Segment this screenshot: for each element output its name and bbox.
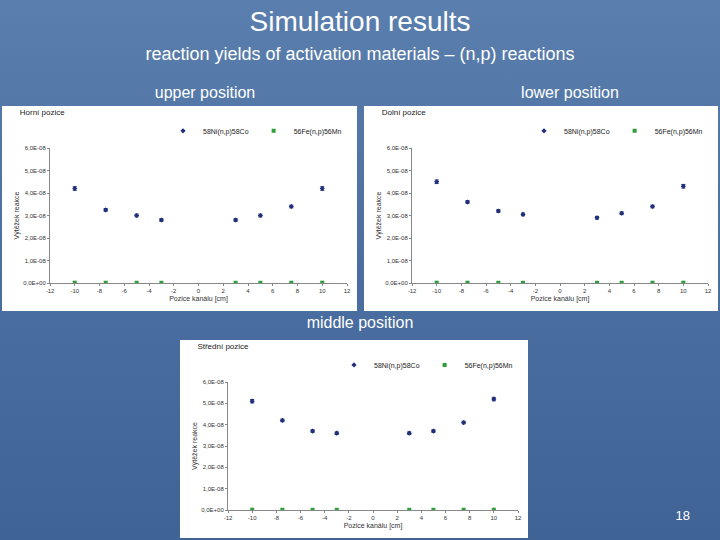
svg-text:56Fe(n,p)56Mn: 56Fe(n,p)56Mn [294, 128, 342, 136]
svg-text:58Ni(n,p)58Co: 58Ni(n,p)58Co [203, 128, 249, 136]
svg-text:2: 2 [583, 288, 587, 294]
svg-text:-6: -6 [298, 515, 304, 521]
svg-text:12: 12 [344, 288, 351, 294]
html-text:upper position: upper position [154, 84, 256, 101]
html-text:lower position: lower position [521, 84, 619, 101]
svg-text:-10: -10 [70, 288, 79, 294]
svg-text:58Ni(n,p)58Co: 58Ni(n,p)58Co [374, 362, 420, 370]
svg-text:4: 4 [420, 515, 424, 521]
html-text:reaction yields of activation: reaction yields of activation materials … [145, 44, 575, 64]
svg-text:6,0E-08: 6,0E-08 [203, 379, 225, 385]
svg-text:Pozice kanálu [cm]: Pozice kanálu [cm] [344, 522, 403, 530]
svg-text:5,0E-08: 5,0E-08 [25, 168, 47, 174]
svg-text:8: 8 [296, 288, 300, 294]
svg-text:-4: -4 [508, 288, 514, 294]
html-text:middle position: middle position [306, 314, 414, 331]
svg-text:10: 10 [490, 515, 497, 521]
svg-text:0: 0 [197, 288, 201, 294]
svg-text:6: 6 [271, 288, 275, 294]
svg-text:-12: -12 [46, 288, 55, 294]
svg-text:-2: -2 [171, 288, 177, 294]
svg-text:0,0E+00: 0,0E+00 [23, 280, 46, 286]
svg-text:4,0E-08: 4,0E-08 [25, 190, 47, 196]
svg-text:3,0E-08: 3,0E-08 [387, 213, 409, 219]
html-text:18: 18 [675, 508, 690, 523]
svg-text:4: 4 [246, 288, 250, 294]
svg-text:2: 2 [222, 288, 226, 294]
svg-text:6,0E-08: 6,0E-08 [25, 145, 47, 151]
svg-text:0: 0 [558, 288, 562, 294]
svg-text:-4: -4 [322, 515, 328, 521]
svg-text:3,0E-08: 3,0E-08 [203, 443, 225, 449]
svg-text:-6: -6 [483, 288, 489, 294]
svg-text:Výtěžek reakce: Výtěžek reakce [191, 422, 199, 470]
svg-text:5,0E-08: 5,0E-08 [203, 400, 225, 406]
svg-text:Dolní pozice: Dolní pozice [382, 108, 427, 117]
svg-text:0,0E+00: 0,0E+00 [201, 507, 224, 513]
svg-text:-12: -12 [408, 288, 417, 294]
svg-text:6,0E-08: 6,0E-08 [387, 145, 409, 151]
svg-text:8: 8 [657, 288, 661, 294]
svg-text:1,0E-08: 1,0E-08 [25, 258, 47, 264]
svg-text:-8: -8 [459, 288, 465, 294]
svg-text:56Fe(n,p)56Mn: 56Fe(n,p)56Mn [465, 362, 513, 370]
svg-text:2,0E-08: 2,0E-08 [387, 235, 409, 241]
svg-text:2,0E-08: 2,0E-08 [203, 464, 225, 470]
svg-text:1,0E-08: 1,0E-08 [387, 258, 409, 264]
svg-text:8: 8 [468, 515, 472, 521]
svg-text:12: 12 [515, 515, 522, 521]
svg-text:1,0E-08: 1,0E-08 [203, 486, 225, 492]
svg-text:10: 10 [319, 288, 326, 294]
svg-text:0: 0 [371, 515, 375, 521]
svg-text:-10: -10 [248, 515, 257, 521]
svg-text:3,0E-08: 3,0E-08 [25, 213, 47, 219]
svg-text:-8: -8 [97, 288, 103, 294]
svg-text:2,0E-08: 2,0E-08 [25, 235, 47, 241]
svg-text:-12: -12 [224, 515, 233, 521]
svg-text:4,0E-08: 4,0E-08 [387, 190, 409, 196]
svg-text:10: 10 [680, 288, 687, 294]
svg-text:Pozice kanálu [cm]: Pozice kanálu [cm] [169, 295, 228, 303]
svg-text:Výtěžek reakce: Výtěžek reakce [13, 191, 21, 239]
svg-text:Horní pozice: Horní pozice [20, 108, 65, 117]
svg-text:-10: -10 [432, 288, 441, 294]
html-text:Simulation results: Simulation results [249, 6, 471, 37]
svg-text:Střední pozice: Střední pozice [197, 342, 249, 351]
svg-text:-4: -4 [146, 288, 152, 294]
svg-text:4: 4 [608, 288, 612, 294]
svg-text:12: 12 [705, 288, 712, 294]
svg-text:56Fe(n,p)56Mn: 56Fe(n,p)56Mn [655, 128, 703, 136]
svg-text:58Ni(n,p)58Co: 58Ni(n,p)58Co [564, 128, 610, 136]
svg-text:5,0E-08: 5,0E-08 [387, 168, 409, 174]
svg-text:-8: -8 [274, 515, 280, 521]
svg-text:0,0E+00: 0,0E+00 [385, 280, 408, 286]
svg-text:6: 6 [444, 515, 448, 521]
svg-text:Výtěžek reakce: Výtěžek reakce [375, 191, 383, 239]
svg-text:-2: -2 [346, 515, 352, 521]
svg-text:-6: -6 [122, 288, 128, 294]
svg-text:2: 2 [395, 515, 399, 521]
svg-text:4,0E-08: 4,0E-08 [203, 422, 225, 428]
svg-text:6: 6 [632, 288, 636, 294]
svg-text:-2: -2 [533, 288, 539, 294]
svg-text:Pozice kanálu [cm]: Pozice kanálu [cm] [531, 295, 590, 303]
